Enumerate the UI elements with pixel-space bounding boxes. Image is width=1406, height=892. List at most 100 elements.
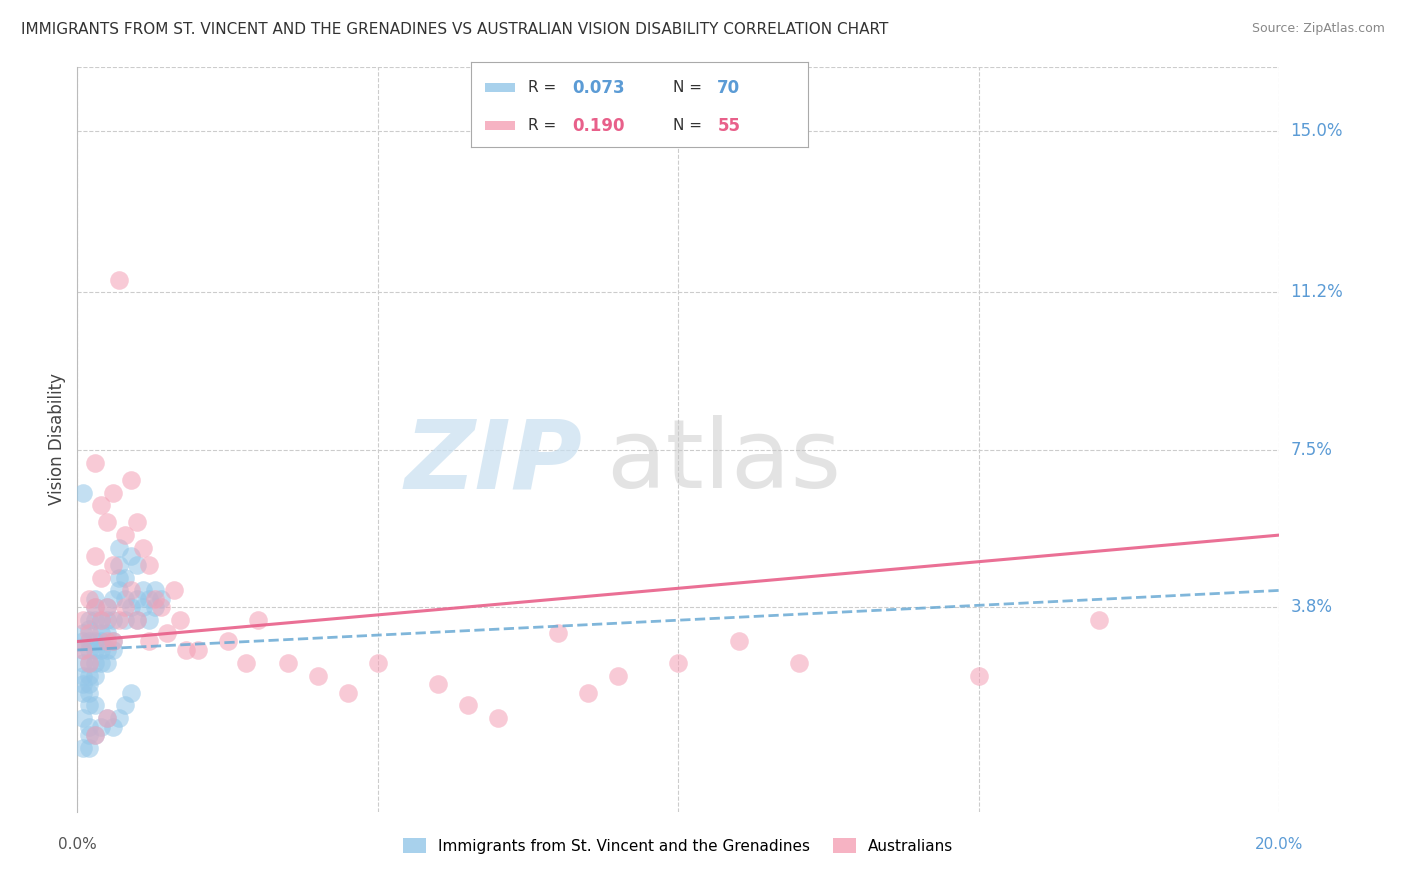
Point [72,685,94,699]
Point [84,600,107,615]
Point [169,613,191,627]
Point [246,613,269,627]
Point [108,558,131,572]
Point [156,626,179,640]
Point [132,541,155,555]
Point [90,613,112,627]
Point [114,591,136,606]
Point [150,591,173,606]
Point [145,600,167,615]
Point [787,656,810,670]
Point [79,656,101,670]
Point [547,626,569,640]
Point [114,528,136,542]
Point [108,583,131,598]
Point [79,626,101,640]
Point [727,634,749,648]
Text: 11.2%: 11.2% [1291,284,1343,301]
Point [108,273,131,287]
Point [72,656,94,670]
Point [120,549,142,564]
Point [90,571,112,585]
Point [84,549,107,564]
Point [79,591,101,606]
Point [84,643,107,657]
Point [120,473,142,487]
Point [79,728,101,742]
Point [1088,613,1111,627]
Point [162,583,184,598]
Point [84,600,107,615]
Point [72,626,94,640]
Point [486,711,509,725]
Point [90,613,112,627]
Point [84,613,107,627]
Point [84,456,107,470]
Text: R =: R = [529,119,557,134]
Point [120,685,142,699]
Point [72,668,94,682]
Point [84,634,107,648]
Point [103,720,125,734]
Point [127,516,149,530]
Point [79,740,101,755]
Point [79,720,101,734]
Point [79,634,101,648]
Point [427,677,450,691]
Point [96,516,118,530]
Point [108,711,131,725]
Point [96,634,118,648]
Text: IMMIGRANTS FROM ST. VINCENT AND THE GRENADINES VS AUSTRALIAN VISION DISABILITY C: IMMIGRANTS FROM ST. VINCENT AND THE GREN… [21,22,889,37]
Point [96,600,118,615]
Point [127,613,149,627]
Point [150,600,173,615]
Point [114,613,136,627]
Point [79,613,101,627]
Point [72,677,94,691]
Point [127,591,149,606]
Text: 70: 70 [717,78,741,97]
Point [103,485,125,500]
Point [79,622,101,636]
Point [576,685,599,699]
Point [174,643,197,657]
Point [90,634,112,648]
Point [84,698,107,713]
Point [79,677,101,691]
Point [96,656,118,670]
Point [120,583,142,598]
Point [145,583,167,598]
Point [277,656,299,670]
Point [72,740,94,755]
Point [103,591,125,606]
Bar [485,121,515,130]
Point [90,643,112,657]
Point [96,600,118,615]
Point [103,634,125,648]
Point [96,711,118,725]
Legend: Immigrants from St. Vincent and the Grenadines, Australians: Immigrants from St. Vincent and the Gren… [396,832,960,860]
Text: 20.0%: 20.0% [1256,837,1303,852]
Point [108,571,131,585]
Point [90,656,112,670]
Point [84,656,107,670]
Point [132,583,155,598]
Point [79,668,101,682]
Point [114,698,136,713]
Point [138,591,160,606]
Point [84,668,107,682]
Point [103,634,125,648]
Text: 7.5%: 7.5% [1291,441,1333,459]
Point [96,643,118,657]
Point [72,643,94,657]
Point [108,541,131,555]
Point [145,591,167,606]
Text: Source: ZipAtlas.com: Source: ZipAtlas.com [1251,22,1385,36]
Text: 3.8%: 3.8% [1291,599,1333,616]
Y-axis label: Vision Disability: Vision Disability [48,374,66,505]
Text: 0.073: 0.073 [572,78,624,97]
Text: N =: N = [673,119,703,134]
Point [90,498,112,512]
Point [90,720,112,734]
Point [103,613,125,627]
